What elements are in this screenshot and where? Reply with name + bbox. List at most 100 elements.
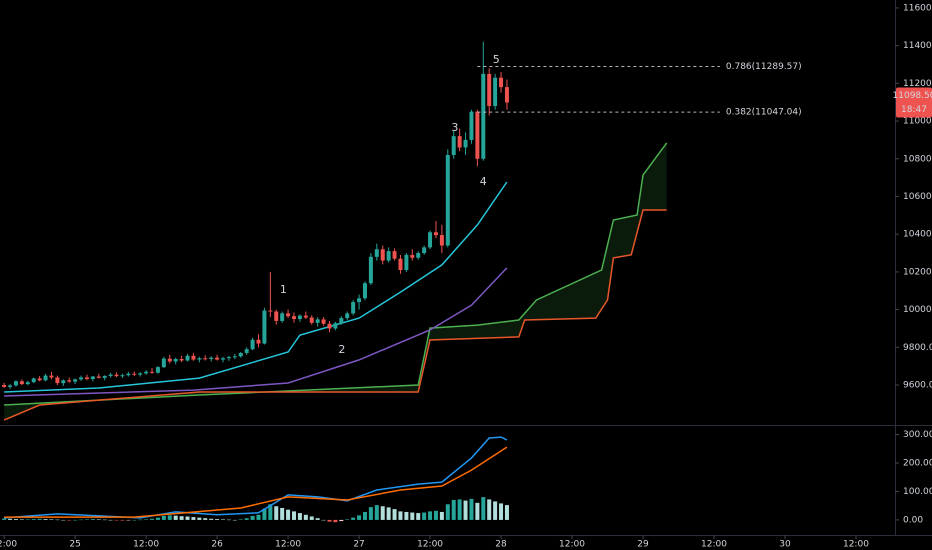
macd-histogram-bar bbox=[49, 519, 54, 520]
macd-histogram-bar bbox=[132, 519, 137, 521]
candle-body bbox=[481, 73, 486, 159]
cloud-fill bbox=[4, 142, 667, 421]
macd-histogram-bar bbox=[457, 499, 462, 520]
macd-histogram-bar bbox=[433, 510, 438, 520]
macd-histogram-bar bbox=[8, 518, 13, 520]
cloud-lower bbox=[3, 209, 667, 421]
macd-histogram-bar bbox=[499, 503, 504, 520]
macd-histogram-bar bbox=[392, 509, 397, 520]
candle-body bbox=[49, 375, 54, 378]
candle-body bbox=[126, 373, 131, 376]
macd-histogram-bar bbox=[469, 498, 474, 520]
candle-body bbox=[167, 358, 172, 362]
candle-body bbox=[155, 367, 160, 373]
y-tick-label: 300.00 bbox=[903, 430, 932, 440]
macd-histogram-bar bbox=[262, 508, 267, 520]
macd-histogram-bar bbox=[67, 519, 72, 521]
x-tick-label: 28 bbox=[495, 540, 507, 550]
candle-body bbox=[457, 136, 462, 148]
y-tick-label: 11200.00 bbox=[903, 79, 932, 89]
macd-histogram-bar bbox=[173, 515, 178, 520]
macd-histogram-bar bbox=[504, 505, 509, 520]
candle-body bbox=[333, 323, 338, 329]
macd-histogram-bar bbox=[79, 519, 84, 521]
candle-body bbox=[321, 319, 326, 324]
candle-body bbox=[120, 375, 125, 377]
y-tick-label: 10000.00 bbox=[903, 305, 932, 315]
macd-histogram-bar bbox=[345, 519, 350, 520]
candle-body bbox=[215, 357, 220, 360]
macd-histogram-bar bbox=[487, 499, 492, 520]
macd-histogram-bar bbox=[197, 517, 202, 520]
macd-histogram-bar bbox=[108, 519, 113, 521]
candle-body bbox=[55, 377, 60, 384]
x-tick-label: 12:00 bbox=[701, 540, 727, 550]
macd-histogram-bar bbox=[203, 518, 208, 520]
macd-histogram-bar bbox=[280, 507, 285, 520]
candle-body bbox=[73, 379, 78, 382]
candle-body bbox=[90, 376, 95, 379]
macd-histogram-bar bbox=[167, 515, 172, 520]
macd-histogram-bar bbox=[368, 507, 373, 520]
candle-body bbox=[410, 254, 415, 258]
moving-average bbox=[4, 267, 508, 397]
macd-histogram-bar bbox=[114, 519, 119, 521]
candle-body bbox=[327, 323, 332, 329]
candle-body bbox=[31, 378, 36, 383]
candle-body bbox=[209, 357, 214, 360]
macd-histogram-bar bbox=[339, 519, 344, 522]
candle-body bbox=[238, 352, 243, 357]
cloud-upper bbox=[4, 142, 668, 406]
x-tick-label: 12:00 bbox=[843, 540, 869, 550]
candle-body bbox=[191, 355, 196, 360]
macd-histogram-bar bbox=[185, 516, 190, 520]
candle-body bbox=[179, 359, 184, 361]
candle-body bbox=[422, 247, 427, 254]
macd-histogram-bar bbox=[256, 514, 261, 520]
fib-label: 0.382(11047.04) bbox=[726, 108, 802, 118]
candle-body bbox=[37, 378, 42, 381]
macd-histogram-bar bbox=[31, 519, 36, 520]
candle-body bbox=[203, 358, 208, 360]
candle-body bbox=[351, 302, 356, 314]
macd-histogram-bar bbox=[226, 519, 231, 521]
candle-body bbox=[339, 318, 344, 324]
macd-histogram-bar bbox=[232, 519, 237, 521]
candle-body bbox=[114, 374, 119, 377]
macd-histogram-bar bbox=[37, 518, 42, 520]
macd-histogram-bar bbox=[102, 519, 107, 521]
macd-histogram-bar bbox=[25, 519, 30, 520]
y-tick-label: 11600.00 bbox=[903, 3, 932, 13]
macd-histogram-bar bbox=[404, 511, 409, 520]
candle-body bbox=[185, 355, 190, 361]
macd-histogram-bar bbox=[155, 517, 160, 520]
macd-histogram-bar bbox=[333, 519, 338, 523]
candle-body bbox=[297, 315, 302, 320]
candle-body bbox=[303, 315, 308, 318]
candle-body bbox=[96, 376, 101, 378]
candle-body bbox=[108, 374, 113, 376]
macd-histogram-bar bbox=[274, 506, 279, 520]
candle-body bbox=[61, 380, 66, 384]
macd-histogram-bar bbox=[357, 515, 362, 520]
fib-label: 0.786(11289.57) bbox=[726, 62, 802, 72]
candle-body bbox=[487, 73, 492, 106]
candle-body bbox=[499, 77, 504, 88]
macd-histogram-bar bbox=[90, 519, 95, 520]
y-tick-label: 0.00 bbox=[903, 515, 923, 525]
candle-body bbox=[416, 253, 421, 258]
candle-body bbox=[268, 310, 273, 312]
macd-histogram-bar bbox=[445, 504, 450, 520]
macd-histogram-bar bbox=[286, 509, 291, 520]
x-tick-label: 12:00 bbox=[275, 540, 301, 550]
x-tick-label: 12:00 bbox=[417, 540, 443, 550]
candle-body bbox=[357, 298, 362, 303]
candle-body bbox=[102, 375, 107, 378]
candle-body bbox=[428, 232, 433, 248]
candle-body bbox=[380, 249, 385, 261]
macd-histogram-bar bbox=[475, 502, 480, 520]
macd-histogram-bar bbox=[416, 513, 421, 520]
